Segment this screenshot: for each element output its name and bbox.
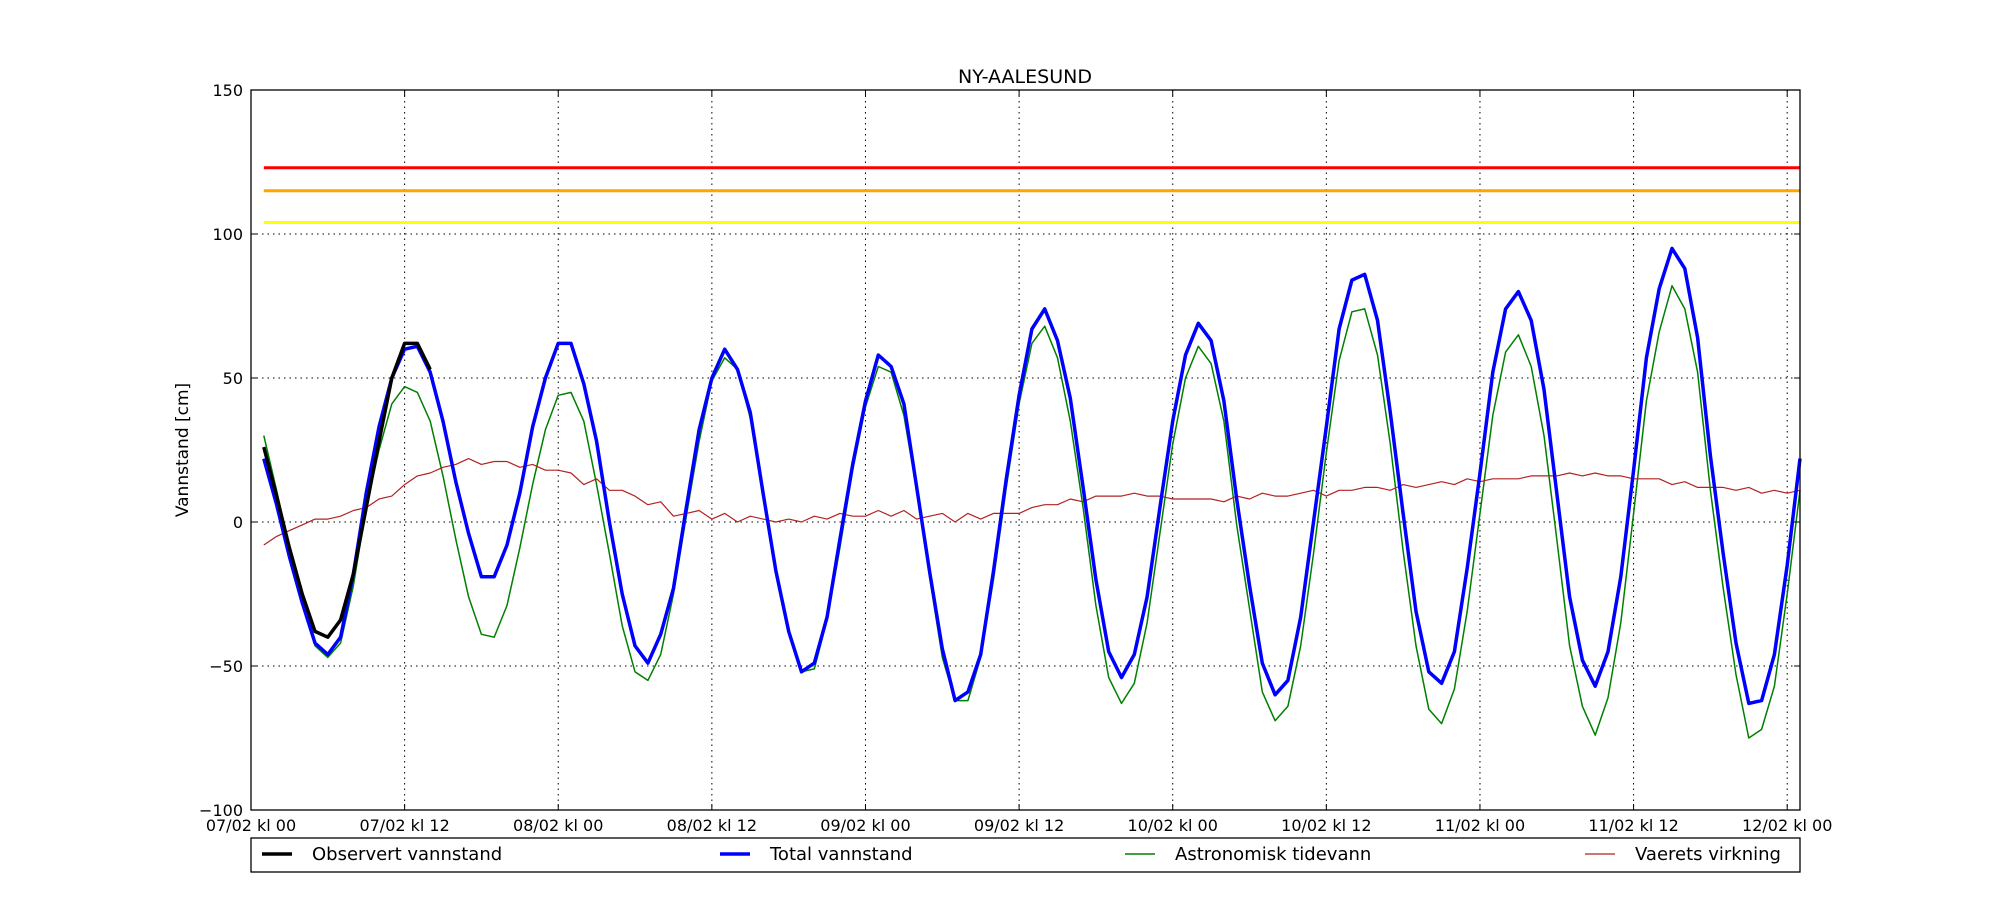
- series-lines: [262, 246, 1802, 739]
- series-line-total-vannstand: [262, 246, 1802, 706]
- y-tick-label: 100: [212, 225, 243, 244]
- legend-label: Observert vannstand: [312, 844, 502, 865]
- x-tick-label: 11/02 kl 12: [1588, 816, 1678, 835]
- chart-title: NY-AALESUND: [958, 66, 1092, 88]
- series-line-astronomisk-tidevann: [263, 285, 1801, 739]
- x-tick-label: 07/02 kl 00: [206, 816, 296, 835]
- x-tick-label: 11/02 kl 00: [1435, 816, 1525, 835]
- legend-label: Total vannstand: [769, 844, 913, 865]
- x-tick-label: 09/02 kl 12: [974, 816, 1064, 835]
- x-tick-label: 08/02 kl 12: [667, 816, 757, 835]
- legend: Observert vannstand Total vannstand Astron…: [250, 837, 1801, 873]
- x-ticks: 07/02 kl 00 07/02 kl 12 08/02 kl 00 08/02 k…: [206, 90, 1832, 835]
- x-tick-label: 07/02 kl 12: [359, 816, 449, 835]
- x-tick-label: 10/02 kl 12: [1281, 816, 1371, 835]
- x-tick-label: 09/02 kl 00: [820, 816, 910, 835]
- y-tick-label: 50: [223, 369, 243, 388]
- series-line-vaerets-virkning: [263, 458, 1801, 546]
- y-tick-label: −50: [209, 657, 243, 676]
- x-tick-label: 10/02 kl 00: [1128, 816, 1218, 835]
- x-tick-label: 08/02 kl 00: [513, 816, 603, 835]
- y-axis-label: Vannstand [cm]: [173, 383, 193, 517]
- threshold-lines: [263, 166, 1800, 224]
- series-line-observert-vannstand: [262, 341, 432, 639]
- legend-label: Astronomisk tidevann: [1175, 844, 1371, 865]
- legend-box: [250, 837, 1801, 873]
- grid: [251, 90, 1800, 810]
- legend-label: Vaerets virkning: [1635, 844, 1781, 865]
- y-tick-label: 150: [212, 81, 243, 100]
- plot-frame: [250, 89, 1801, 811]
- y-ticks: −100 −50 0 50 100 150: [199, 81, 1800, 820]
- y-tick-label: 0: [233, 513, 243, 532]
- x-tick-label: 12/02 kl 00: [1742, 816, 1832, 835]
- y-tick-label: −100: [199, 801, 243, 820]
